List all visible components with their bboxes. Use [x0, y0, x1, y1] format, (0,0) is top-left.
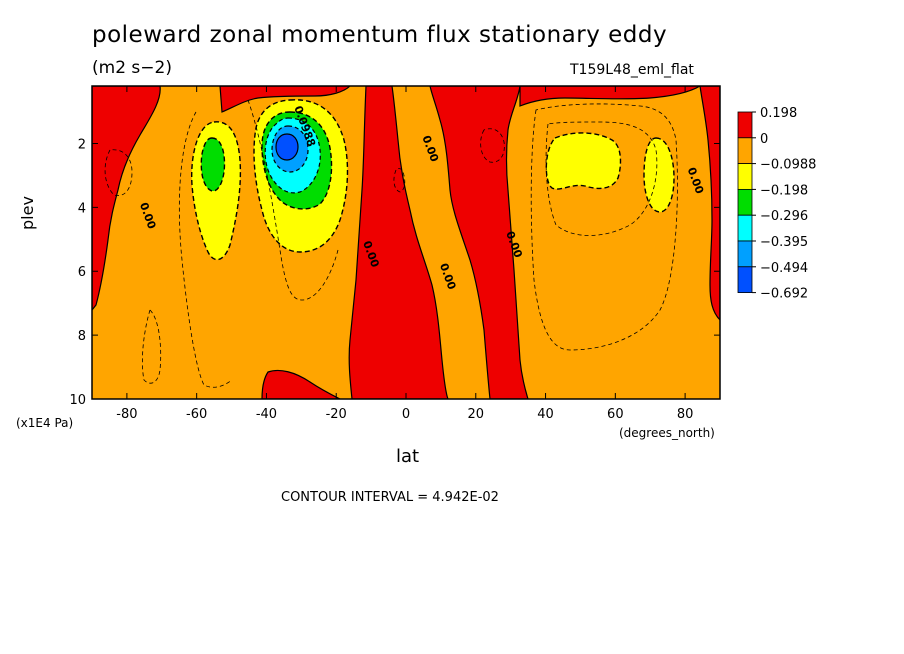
legend-swatch	[737, 240, 753, 268]
yellow-cell-arctic	[643, 137, 675, 213]
red-region-north-strip	[519, 86, 702, 107]
contour-line	[104, 149, 133, 197]
x-tick-label: 0	[402, 407, 410, 422]
legend-swatch	[737, 266, 753, 293]
legend-label: −0.296	[760, 209, 808, 224]
legend-label: −0.494	[760, 261, 808, 276]
x-tick-label: -80	[116, 407, 137, 422]
legend-label: −0.395	[760, 235, 808, 250]
yellow-cell-northeast	[545, 132, 622, 190]
run-label: T159L48_eml_flat	[570, 62, 694, 78]
red-region-top-mid	[219, 86, 351, 113]
legend-label: −0.0988	[760, 158, 816, 173]
x-tick-label: -60	[186, 407, 207, 422]
y-tick-label: 2	[78, 137, 86, 152]
y-axis-ticks: 2 4 6 8 10	[69, 137, 720, 408]
y-axis-unit: (x1E4 Pa)	[16, 416, 74, 430]
x-axis-label: lat	[396, 446, 420, 467]
x-axis-ticks: -80 -60 -40 -20 0 20 40 60 80	[116, 86, 693, 422]
contour-line	[178, 111, 233, 388]
x-tick-label: 20	[468, 407, 485, 422]
red-region-west	[92, 86, 161, 311]
red-region-east	[699, 86, 720, 321]
x-tick-label: -40	[256, 407, 277, 422]
legend-label: −0.692	[760, 287, 808, 302]
contour-interval: CONTOUR INTERVAL = 4.942E-02	[281, 490, 499, 505]
contour-line	[530, 103, 678, 351]
x-tick-label: 40	[537, 407, 554, 422]
x-tick-label: 60	[607, 407, 624, 422]
y-tick-label: 6	[78, 265, 86, 280]
legend-swatch	[737, 111, 753, 139]
green-cell-west	[200, 137, 226, 192]
y-tick-label: 8	[78, 329, 86, 344]
legend-label: 0	[760, 132, 768, 147]
x-tick-label: 80	[677, 407, 694, 422]
legend-label: 0.198	[760, 106, 797, 121]
legend-swatch	[737, 188, 753, 216]
legend-swatch	[737, 163, 753, 190]
deep-blue-core	[275, 133, 299, 161]
legend-swatch	[737, 214, 753, 242]
red-region-east-central	[429, 86, 529, 399]
y-tick-label: 4	[78, 201, 86, 216]
x-tick-label: -20	[326, 407, 347, 422]
plot-area	[92, 86, 720, 399]
legend-swatch	[737, 137, 753, 165]
color-legend: 0.198 0 −0.0988 −0.198 −0.296 −0.395 −0.494 −0.…	[737, 106, 816, 302]
contour-line	[480, 128, 505, 163]
dashed-contours	[104, 99, 678, 388]
contour-line	[545, 121, 658, 236]
x-axis-unit: (degrees_north)	[619, 426, 715, 440]
contour-line	[393, 168, 406, 193]
chart-title: poleward zonal momentum flux stationary …	[92, 22, 668, 48]
red-region-central	[348, 86, 449, 399]
y-tick-label: 10	[69, 393, 86, 408]
red-region-southwest	[261, 369, 341, 399]
contour-line	[247, 99, 339, 301]
chart-units: (m2 s−2)	[92, 58, 172, 78]
legend-label: −0.198	[760, 183, 808, 198]
